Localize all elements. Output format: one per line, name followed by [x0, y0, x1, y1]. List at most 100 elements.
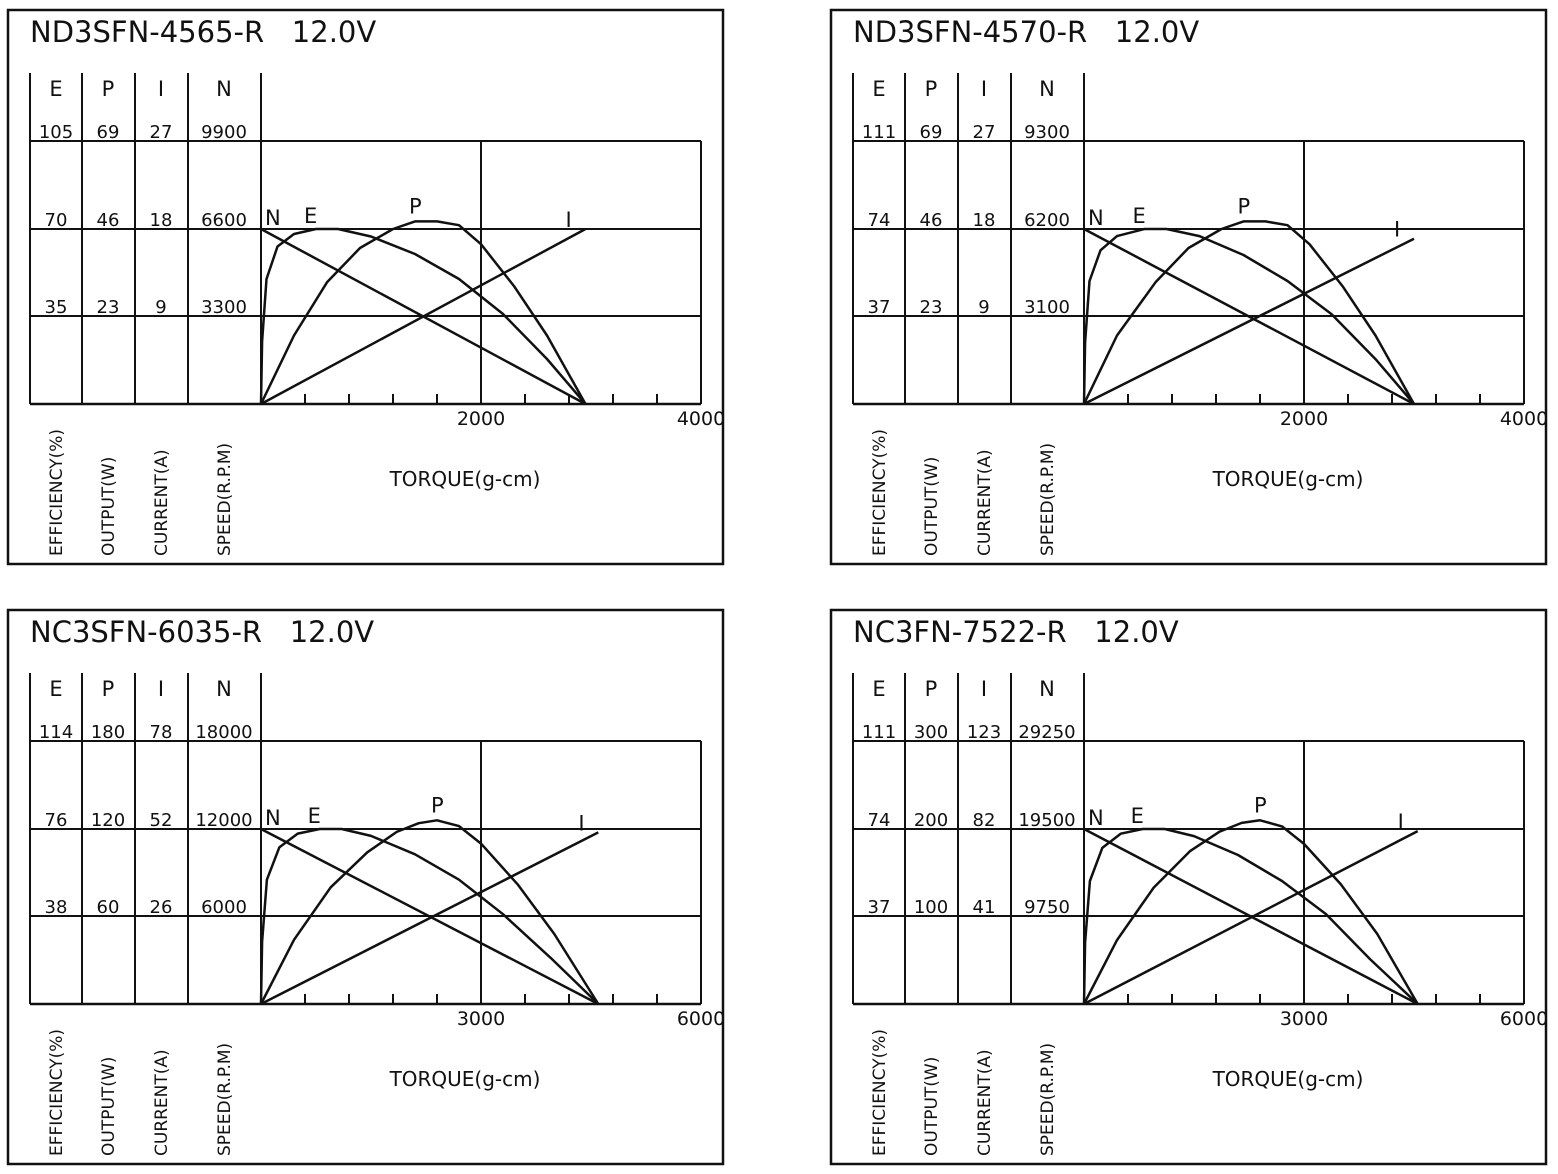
axis-label-vertical: EFFICIENCY(%) — [47, 1029, 67, 1156]
axis-label-vertical: OUTPUT(W) — [922, 1057, 942, 1156]
curve-i — [1083, 237, 1415, 406]
axis-label-vertical: CURRENT(A) — [975, 449, 995, 556]
curve-n — [1083, 227, 1415, 406]
scale-value: 74 — [868, 810, 891, 831]
curve-p — [1082, 819, 1419, 1005]
column-header-n: N — [1039, 677, 1055, 701]
scale-value: 46 — [920, 210, 943, 231]
curve-p — [259, 220, 587, 405]
scale-value: 18 — [973, 210, 996, 231]
column-header-e: E — [872, 77, 885, 101]
chart-panel-1: ND3SFN-4565-R 12.0V E P I N 105 69 27 9900 70 46 18… — [6, 8, 725, 566]
scale-value: 19500 — [1018, 810, 1075, 831]
scale-value: 6600 — [201, 210, 247, 231]
x-tick-label: 3000 — [1280, 1008, 1328, 1030]
curve-label-p: P — [431, 793, 444, 817]
axis-label-vertical: EFFICIENCY(%) — [870, 429, 890, 556]
column-header-n: N — [216, 677, 232, 701]
scale-value: 3100 — [1024, 297, 1070, 318]
chart-panel-2: ND3SFN-4570-R 12.0V E P I N 111 69 27 9300 74 46 18… — [829, 8, 1548, 566]
scale-value: 29250 — [1018, 722, 1075, 743]
panel-frame — [6, 608, 725, 1166]
curve-label-e: E — [1131, 804, 1144, 828]
scale-value: 9 — [978, 297, 989, 318]
scale-value: 3300 — [201, 297, 247, 318]
scale-value: 180 — [91, 722, 125, 743]
curve-i — [260, 227, 587, 406]
curve-i — [260, 831, 599, 1006]
scale-value: 200 — [914, 810, 948, 831]
scale-value: 300 — [914, 722, 948, 743]
column-header-e: E — [49, 77, 62, 101]
panel-frame — [6, 8, 725, 566]
curve-label-n: N — [265, 206, 281, 230]
scale-value: 18 — [150, 210, 173, 231]
curve-label-n: N — [265, 806, 281, 830]
column-header-e: E — [872, 677, 885, 701]
axis-label-vertical: SPEED(R.P.M) — [215, 1043, 235, 1156]
axis-label-vertical: OUTPUT(W) — [922, 457, 942, 556]
column-header-n: N — [216, 77, 232, 101]
column-header-p: P — [925, 677, 938, 701]
curve-e — [259, 827, 600, 1005]
axis-label-vertical: CURRENT(A) — [975, 1049, 995, 1156]
chart-title: NC3FN-7522-R 12.0V — [853, 615, 1179, 649]
curve-p — [1082, 220, 1416, 405]
scale-value: 27 — [973, 122, 996, 143]
curve-label-e: E — [1133, 204, 1146, 228]
scale-value: 52 — [150, 810, 173, 831]
axis-label-vertical: CURRENT(A) — [152, 1049, 172, 1156]
x-axis-label: TORQUE(g-cm) — [389, 1067, 541, 1091]
axis-label-vertical: SPEED(R.P.M) — [1038, 443, 1058, 556]
scale-value: 120 — [91, 810, 125, 831]
scale-value: 9 — [155, 297, 166, 318]
scale-value: 35 — [45, 297, 68, 318]
axis-label-vertical: CURRENT(A) — [152, 449, 172, 556]
column-header-i: I — [981, 677, 987, 701]
curve-label-i: I — [1394, 218, 1400, 242]
chart-panel-3: NC3SFN-6035-R 12.0V E P I N 114 180 78 18000 76 12… — [6, 608, 725, 1166]
axis-label-vertical: OUTPUT(W) — [99, 1057, 119, 1156]
x-axis-label: TORQUE(g-cm) — [1212, 467, 1364, 491]
axis-label-vertical: EFFICIENCY(%) — [47, 429, 67, 556]
scale-value: 26 — [150, 897, 173, 918]
curve-label-p: P — [1254, 793, 1267, 817]
chart-title: ND3SFN-4570-R 12.0V — [853, 15, 1199, 49]
axis-label-vertical: EFFICIENCY(%) — [870, 1029, 890, 1156]
curve-label-i: I — [566, 208, 572, 232]
panel-frame — [829, 8, 1548, 566]
scale-value: 6000 — [201, 897, 247, 918]
chart-title: ND3SFN-4565-R 12.0V — [30, 15, 376, 49]
scale-value: 82 — [973, 810, 996, 831]
scale-value: 9750 — [1024, 897, 1070, 918]
column-header-i: I — [981, 77, 987, 101]
scale-value: 23 — [920, 297, 943, 318]
scale-value: 123 — [967, 722, 1001, 743]
scale-value: 69 — [97, 122, 120, 143]
scale-value: 46 — [97, 210, 120, 231]
scale-value: 18000 — [195, 722, 252, 743]
scale-value: 12000 — [195, 810, 252, 831]
scale-value: 78 — [150, 722, 173, 743]
curve-e — [1082, 227, 1415, 405]
scale-value: 111 — [862, 722, 896, 743]
scale-value: 27 — [150, 122, 173, 143]
scale-value: 111 — [862, 122, 896, 143]
curve-i — [1083, 829, 1419, 1006]
axis-label-vertical: SPEED(R.P.M) — [215, 443, 235, 556]
axis-label-vertical: OUTPUT(W) — [99, 457, 119, 556]
x-tick-label: 4000 — [677, 408, 725, 430]
x-tick-label: 2000 — [1280, 408, 1328, 430]
curve-p — [259, 819, 600, 1005]
column-header-e: E — [49, 677, 62, 701]
panel-frame — [829, 608, 1548, 1166]
column-header-i: I — [158, 677, 164, 701]
scale-value: 105 — [39, 122, 73, 143]
x-tick-label: 6000 — [677, 1008, 725, 1030]
column-header-n: N — [1039, 77, 1055, 101]
scale-value: 9900 — [201, 122, 247, 143]
scale-value: 74 — [868, 210, 891, 231]
x-axis-label: TORQUE(g-cm) — [389, 467, 541, 491]
scale-value: 9300 — [1024, 122, 1070, 143]
scale-value: 114 — [39, 722, 73, 743]
